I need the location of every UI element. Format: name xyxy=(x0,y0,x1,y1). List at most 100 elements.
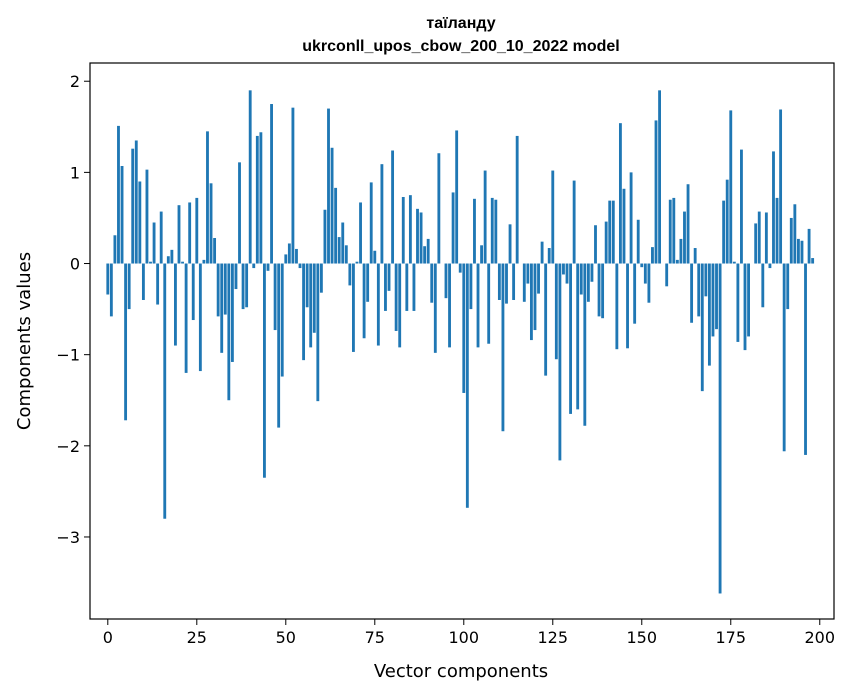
bar-1 xyxy=(109,263,113,317)
x-tick-label-0: 0 xyxy=(103,628,113,647)
bar-40 xyxy=(248,90,252,264)
bar-47 xyxy=(273,263,277,331)
bar-49 xyxy=(280,263,284,377)
bar-60 xyxy=(319,263,323,293)
bar-143 xyxy=(615,263,619,350)
bar-59 xyxy=(316,263,320,402)
bar-183 xyxy=(757,211,761,264)
bar-161 xyxy=(679,238,683,264)
x-tick-label-100: 100 xyxy=(449,628,480,647)
x-axis-ticks: 0 25 50 75 100 125 150 175 200 xyxy=(103,619,835,647)
bar-131 xyxy=(572,180,576,264)
bar-195 xyxy=(800,240,804,264)
chart-title: таїланду xyxy=(426,15,495,32)
bar-157 xyxy=(665,263,669,287)
bar-155 xyxy=(658,90,661,264)
bar-154 xyxy=(654,120,658,264)
bar-85 xyxy=(408,195,412,264)
bar-6 xyxy=(127,263,131,310)
bar-26 xyxy=(198,263,202,372)
bar-106 xyxy=(483,170,487,264)
bar-120 xyxy=(533,263,537,331)
bar-3 xyxy=(117,125,120,264)
bar-197 xyxy=(807,228,811,264)
bar-191 xyxy=(786,263,790,310)
x-tick-label-25: 25 xyxy=(187,628,207,647)
bar-196 xyxy=(804,263,807,455)
x-tick-label-200: 200 xyxy=(804,628,835,647)
bar-81 xyxy=(394,263,398,331)
bar-7 xyxy=(131,148,135,264)
bar-104 xyxy=(476,263,480,348)
bar-58 xyxy=(312,263,316,333)
bar-90 xyxy=(426,238,430,264)
y-tick-label--1: −1 xyxy=(56,346,80,365)
x-tick-label-175: 175 xyxy=(715,628,746,647)
bar-89 xyxy=(423,246,427,264)
bar-99 xyxy=(458,263,462,273)
bar-42 xyxy=(255,135,259,264)
bar-33 xyxy=(223,263,227,315)
bar-55 xyxy=(302,263,306,361)
bar-82 xyxy=(398,263,402,348)
bar-148 xyxy=(633,263,637,324)
bar-185 xyxy=(764,212,768,264)
bar-83 xyxy=(401,196,405,264)
y-tick-label-0: 0 xyxy=(70,255,80,274)
bar-52 xyxy=(291,107,295,264)
bar-62 xyxy=(327,108,330,264)
bar-2 xyxy=(113,235,117,264)
bar-179 xyxy=(743,263,747,351)
bar-68 xyxy=(348,263,352,286)
bar-74 xyxy=(369,182,373,264)
y-tick-label--2: −2 xyxy=(56,437,80,456)
bar-11 xyxy=(145,169,149,264)
bar-177 xyxy=(736,263,740,342)
bar-182 xyxy=(754,223,758,264)
bar-13 xyxy=(152,222,156,264)
bar-194 xyxy=(796,238,800,264)
bar-27 xyxy=(202,259,206,264)
bar-128 xyxy=(562,263,565,275)
bar-145 xyxy=(622,188,626,264)
bar-48 xyxy=(277,263,281,428)
bar-25 xyxy=(195,197,199,264)
bar-102 xyxy=(469,263,473,310)
bar-136 xyxy=(590,263,594,282)
bar-35 xyxy=(230,263,234,362)
bar-75 xyxy=(373,250,377,264)
bar-189 xyxy=(779,109,783,264)
bar-101 xyxy=(465,263,469,508)
bar-135 xyxy=(586,263,590,302)
bar-9 xyxy=(138,181,142,264)
bar-186 xyxy=(768,263,772,269)
bar-95 xyxy=(444,263,448,299)
bar-171 xyxy=(715,263,718,330)
bar-76 xyxy=(376,263,380,346)
bar-91 xyxy=(430,263,434,303)
bar-109 xyxy=(494,199,498,264)
bar-137 xyxy=(594,225,597,264)
bar-190 xyxy=(782,263,786,452)
bar-151 xyxy=(643,263,647,284)
bar-169 xyxy=(707,263,711,366)
bar-117 xyxy=(522,263,526,302)
bar-175 xyxy=(729,110,733,264)
bar-86 xyxy=(412,263,416,311)
bar-132 xyxy=(576,263,580,410)
bar-123 xyxy=(544,263,548,376)
bar-192 xyxy=(789,217,793,264)
bar-119 xyxy=(529,263,533,341)
bar-36 xyxy=(234,263,238,290)
bar-84 xyxy=(405,263,409,311)
bar-163 xyxy=(686,184,690,264)
bar-133 xyxy=(579,263,583,295)
bar-56 xyxy=(305,263,309,308)
bar-184 xyxy=(761,263,765,308)
bar-66 xyxy=(341,222,345,264)
bar-168 xyxy=(704,263,708,297)
bar-38 xyxy=(241,263,245,310)
bar-8 xyxy=(134,140,138,264)
bar-54 xyxy=(298,263,302,269)
